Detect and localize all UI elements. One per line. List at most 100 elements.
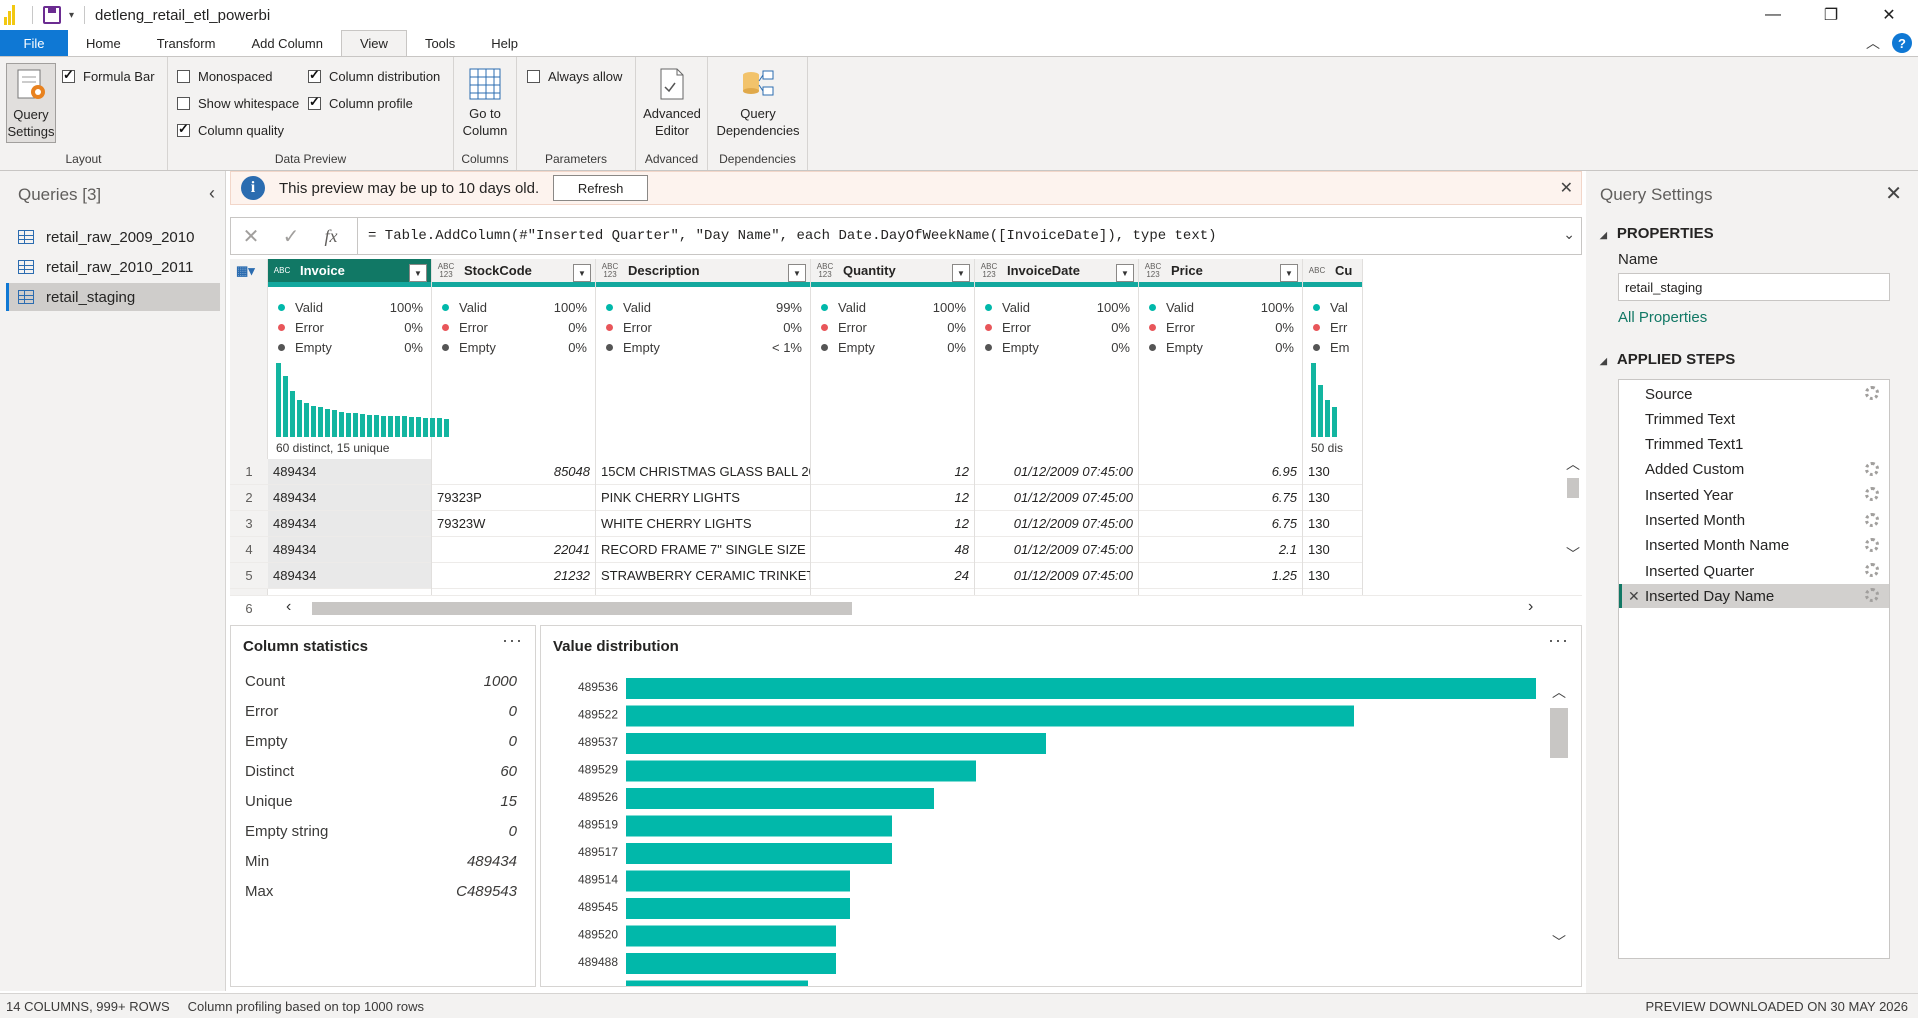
quality-empty-row[interactable]: Empty 0% <box>985 337 1130 357</box>
close-button[interactable]: ✕ <box>1882 7 1896 24</box>
quality-valid-row[interactable]: Val <box>1313 297 1354 317</box>
save-icon[interactable] <box>43 6 61 24</box>
quality-valid-row[interactable]: Valid 100% <box>985 297 1130 317</box>
tab-view[interactable]: View <box>340 30 407 56</box>
scroll-right-icon[interactable]: › <box>1528 598 1534 615</box>
quality-error-row[interactable]: Error 0% <box>278 317 423 337</box>
more-options-icon[interactable]: ··· <box>502 630 523 650</box>
column-distribution-histogram[interactable] <box>1311 357 1337 437</box>
value-distribution-bar[interactable] <box>626 843 892 864</box>
quality-empty-row[interactable]: Empty < 1% <box>606 337 802 357</box>
column-type-icon[interactable]: ABC <box>1308 265 1326 275</box>
cell-invoicedate[interactable]: 01/12/2009 07:45:00 <box>975 485 1138 511</box>
cell-invoice[interactable]: 489434 <box>268 563 431 589</box>
quality-error-row[interactable]: Err <box>1313 317 1354 337</box>
quality-valid-row[interactable]: Valid 100% <box>278 297 423 317</box>
quality-empty-row[interactable]: Empty 0% <box>442 337 587 357</box>
applied-step[interactable]: Source <box>1619 382 1889 406</box>
column-type-icon[interactable]: ABC 123 <box>1144 261 1162 279</box>
quality-error-row[interactable]: Error 0% <box>1149 317 1294 337</box>
minimize-button[interactable]: — <box>1765 6 1781 23</box>
cell-description[interactable]: PINK CHERRY LIGHTS <box>596 485 810 511</box>
expand-formula-icon[interactable]: ⌄ <box>1563 226 1575 242</box>
tab-add-column[interactable]: Add Column <box>251 35 323 51</box>
cell-stockcode[interactable]: 21232 <box>432 563 595 589</box>
cell-cu[interactable]: 130 <box>1303 511 1362 537</box>
applied-step[interactable]: Trimmed Text <box>1619 407 1889 431</box>
horizontal-scroll-thumb[interactable] <box>312 602 852 615</box>
column-header-stockcode[interactable]: ABC 123 StockCode ▼ <box>432 259 595 287</box>
value-distribution-bar[interactable] <box>626 705 1354 727</box>
value-distribution-bar[interactable] <box>626 870 850 892</box>
help-icon[interactable]: ? <box>1892 33 1912 53</box>
refresh-button[interactable]: Refresh <box>553 175 649 201</box>
quality-error-row[interactable]: Error 0% <box>821 317 966 337</box>
column-filter-dropdown-icon[interactable]: ▼ <box>409 264 427 282</box>
quality-valid-row[interactable]: Valid 100% <box>821 297 966 317</box>
scroll-up-icon[interactable]: ︿ <box>1552 684 1566 700</box>
scroll-down-icon[interactable]: ﹀ <box>1552 934 1566 950</box>
query-item-retail-staging[interactable]: retail_staging <box>6 283 220 311</box>
quality-error-row[interactable]: Error 0% <box>606 317 802 337</box>
cell-price[interactable]: 6.75 <box>1139 511 1302 537</box>
cell-invoice[interactable]: 489434 <box>268 511 431 537</box>
column-distribution-checkbox[interactable]: Column distribution <box>308 67 440 84</box>
collapse-queries-icon[interactable]: ‹ <box>209 183 215 203</box>
more-options-icon[interactable]: ··· <box>1548 630 1569 650</box>
advanced-editor-button[interactable]: Advanced Editor <box>639 67 705 139</box>
column-header-invoicedate[interactable]: ABC 123 InvoiceDate ▼ <box>975 259 1138 287</box>
scroll-down-icon[interactable]: ﹀ <box>1566 546 1580 562</box>
quality-valid-row[interactable]: Valid 100% <box>1149 297 1294 317</box>
value-distribution-bar[interactable] <box>626 898 850 919</box>
tab-file[interactable]: File <box>0 30 68 56</box>
cell-price[interactable]: 1.25 <box>1139 563 1302 589</box>
cell-stockcode[interactable]: 22041 <box>432 537 595 563</box>
column-filter-dropdown-icon[interactable]: ▼ <box>788 264 806 282</box>
quality-empty-row[interactable]: Em <box>1313 337 1354 357</box>
applied-step[interactable]: Inserted Year <box>1619 483 1889 507</box>
cell-cu[interactable]: 130 <box>1303 537 1362 563</box>
column-header-invoice[interactable]: ABC Invoice ▼ <box>268 259 431 287</box>
cell-stockcode[interactable]: 79323W <box>432 511 595 537</box>
applied-step[interactable]: Trimmed Text1 <box>1619 433 1889 457</box>
query-settings-button[interactable]: Query Settings <box>6 63 56 143</box>
row-number[interactable]: 2 <box>230 485 268 511</box>
maximize-button[interactable]: ❐ <box>1823 7 1839 24</box>
column-profile-checkbox[interactable]: Column profile <box>308 94 413 111</box>
row-number[interactable]: 1 <box>230 459 268 485</box>
scroll-thumb[interactable] <box>1567 478 1579 498</box>
quick-access-dropdown-icon[interactable]: ▾ <box>69 9 75 21</box>
applied-step[interactable]: ✕ Inserted Day Name <box>1619 584 1889 609</box>
row-number[interactable]: 4 <box>230 537 268 563</box>
vertical-scrollbar[interactable]: ︿ ﹀ <box>1564 454 1582 564</box>
tab-help[interactable]: Help <box>491 35 519 51</box>
cell-cu[interactable]: 130 <box>1303 563 1362 589</box>
value-distribution-bar[interactable] <box>626 925 836 947</box>
step-settings-gear-icon[interactable] <box>1865 386 1879 400</box>
value-distribution-bar[interactable] <box>626 678 1536 699</box>
cell-invoice[interactable]: 489434 <box>268 537 431 563</box>
cell-invoice[interactable]: 489434 <box>268 485 431 511</box>
show-whitespace-checkbox[interactable]: Show whitespace <box>177 96 299 111</box>
query-item-retail-raw-2010-2011[interactable]: retail_raw_2010_2011 <box>6 253 220 281</box>
formula-input[interactable]: = Table.AddColumn(#"Inserted Quarter", "… <box>368 228 1217 244</box>
chart-vertical-scrollbar[interactable]: ︿ ﹀ <box>1547 682 1571 952</box>
query-dependencies-button[interactable]: Query Dependencies <box>712 67 804 139</box>
column-filter-dropdown-icon[interactable]: ▼ <box>1280 264 1298 282</box>
step-settings-gear-icon[interactable] <box>1865 512 1879 527</box>
table-menu-button[interactable]: ▦▾ <box>230 259 267 287</box>
quality-empty-row[interactable]: Empty 0% <box>1149 337 1294 357</box>
step-settings-gear-icon[interactable] <box>1865 563 1879 578</box>
row-number[interactable]: 5 <box>230 563 268 589</box>
column-header-quantity[interactable]: ABC 123 Quantity ▼ <box>811 259 974 287</box>
cell-invoicedate[interactable]: 01/12/2009 07:45:00 <box>975 459 1138 485</box>
tab-tools[interactable]: Tools <box>424 35 456 51</box>
quality-valid-row[interactable]: Valid 100% <box>442 297 587 317</box>
column-distribution-histogram[interactable] <box>276 357 449 437</box>
cell-price[interactable]: 2.1 <box>1139 537 1302 563</box>
column-header-description[interactable]: ABC 123 Description ▼ <box>596 259 810 287</box>
query-name-input[interactable]: retail_staging <box>1618 273 1890 301</box>
cell-quantity[interactable]: 12 <box>811 459 974 485</box>
cancel-formula-icon[interactable]: ✕ <box>242 225 260 248</box>
column-header-price[interactable]: ABC 123 Price ▼ <box>1139 259 1302 287</box>
